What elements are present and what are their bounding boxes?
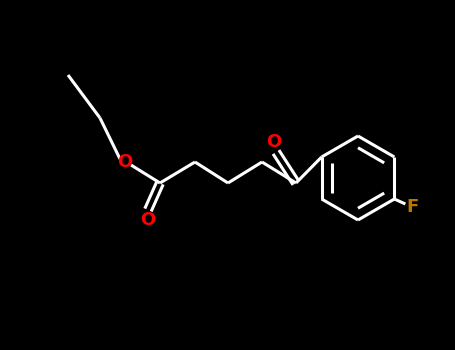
Text: O: O — [141, 211, 156, 229]
Text: O: O — [117, 153, 132, 171]
Text: O: O — [266, 133, 282, 151]
Text: F: F — [406, 198, 419, 216]
